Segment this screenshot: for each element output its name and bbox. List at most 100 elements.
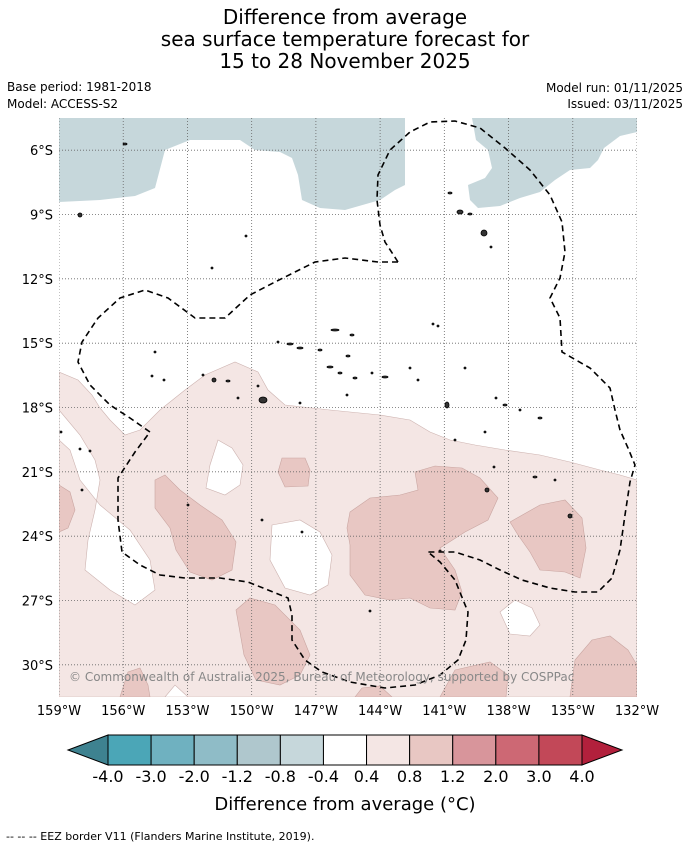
colorbar-tick-label: 3.0 (526, 767, 552, 786)
island (286, 342, 294, 346)
colorbar (66, 734, 624, 766)
colorbar-box (452, 734, 497, 766)
colorbar-box (107, 734, 152, 766)
lon-tick-label: 150°W (230, 704, 274, 719)
colorbar-box (279, 734, 324, 766)
near-zero-region-1 (59, 409, 156, 606)
lat-tick-label: 30°S (22, 659, 53, 674)
longitude-tick-labels: 159°W 156°W 153°W 150°W 147°W 144°W 141°W 138°W… (37, 704, 659, 719)
island (416, 378, 420, 382)
eez-legend-footnote: -- -- -- EEZ border V11 (Flanders Marine… (6, 830, 315, 843)
near-zero-region-5 (164, 684, 189, 697)
island (381, 375, 389, 379)
island (484, 487, 490, 493)
island (489, 245, 493, 249)
model-run: Model run: 01/11/2025 (545, 81, 683, 95)
island (298, 401, 302, 405)
lat-tick-label: 9°S (30, 209, 53, 224)
island (567, 513, 573, 519)
lat-tick-label: 21°S (22, 466, 53, 481)
colorbar-box (366, 734, 411, 766)
island (244, 234, 248, 238)
lat-tick-label: 12°S (22, 273, 53, 288)
island (326, 365, 334, 369)
island (431, 322, 435, 326)
lon-tick-label: 132°W (615, 704, 659, 719)
title-line-2: sea surface temperature forecast for (160, 27, 530, 51)
island (122, 142, 128, 146)
near-zero-region-3 (269, 519, 333, 596)
island (502, 403, 508, 407)
island (453, 438, 457, 442)
colorbar-box (538, 734, 583, 766)
sst-anomaly-map: © Commonwealth of Australia 2025, Bureau… (22, 118, 659, 766)
lat-tick-label: 27°S (22, 595, 53, 610)
lon-tick-label: 141°W (422, 704, 466, 719)
lon-tick-label: 144°W (358, 704, 402, 719)
island (463, 366, 467, 370)
colorbar-low-extension (66, 734, 109, 766)
colorbar-box (409, 734, 454, 766)
near-zero-region-2 (205, 439, 244, 496)
copyright-notice: © Commonwealth of Australia 2025, Bureau… (69, 670, 574, 684)
base-period: Base period: 1981-2018 (7, 80, 152, 94)
island (211, 377, 217, 383)
island (345, 354, 351, 358)
island (436, 324, 440, 328)
lon-tick-label: 135°W (551, 704, 595, 719)
island (444, 401, 450, 409)
colorbar-box (236, 734, 281, 766)
warm-anomaly-patches (59, 457, 637, 697)
map-plot-area: © Commonwealth of Australia 2025, Bureau… (59, 118, 637, 697)
latitude-tick-labels: 6°S 9°S 12°S 15°S 18°S 21°S 24°S 27°S 30°S (22, 144, 53, 674)
island (352, 376, 358, 380)
colorbar-box (150, 734, 195, 766)
island (258, 396, 268, 404)
lat-tick-label: 15°S (22, 337, 53, 352)
island (537, 416, 543, 420)
island (276, 340, 280, 344)
colorbar-title: Difference from average (°C) (214, 794, 476, 815)
island (256, 384, 260, 388)
colorbar-tick-label: -3.0 (135, 767, 167, 786)
model-name: Model: ACCESS-S2 (7, 97, 119, 111)
near-zero-region-4 (499, 599, 541, 637)
island (492, 465, 496, 469)
lat-tick-label: 6°S (30, 144, 53, 159)
island (186, 503, 190, 507)
island (518, 408, 522, 412)
island (370, 371, 374, 375)
gridlines (59, 118, 637, 697)
colorbar-tick-label: -1.2 (221, 767, 253, 786)
cool-anomaly-region-west (59, 118, 405, 210)
island (349, 333, 355, 337)
island (300, 530, 304, 534)
lat-tick-label: 24°S (22, 530, 53, 545)
island (88, 449, 92, 453)
island (553, 478, 557, 482)
cool-anomaly-region-east (468, 118, 637, 208)
colorbar-tick-label: -4.0 (92, 767, 124, 786)
lon-tick-label: 138°W (486, 704, 530, 719)
island (80, 488, 84, 492)
island (330, 328, 340, 332)
colorbar-tick-label: 4.0 (569, 767, 595, 786)
island (494, 396, 498, 400)
island (236, 396, 240, 400)
island (368, 609, 372, 613)
colorbar-box (495, 734, 540, 766)
island (77, 212, 83, 218)
island (447, 191, 453, 195)
title-line-1: Difference from average (222, 5, 468, 29)
colorbar-tick-label: 1.2 (439, 767, 466, 786)
island (408, 366, 412, 370)
colorbar-box (193, 734, 238, 766)
island (345, 393, 349, 397)
island (438, 549, 442, 553)
lon-tick-label: 159°W (37, 704, 81, 719)
lon-tick-label: 156°W (101, 704, 145, 719)
island (467, 212, 473, 216)
island (225, 379, 231, 383)
colorbar-high-extension (581, 734, 624, 766)
island (78, 447, 82, 451)
